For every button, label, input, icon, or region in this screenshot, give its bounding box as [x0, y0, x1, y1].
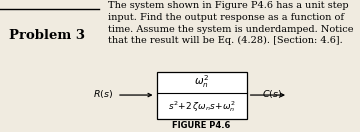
Text: $R(s)$: $R(s)$ — [93, 88, 113, 100]
Text: $s^2\!+\!2\,\zeta\omega_n s\!+\!\omega_n^2$: $s^2\!+\!2\,\zeta\omega_n s\!+\!\omega_n… — [168, 99, 235, 114]
Text: $C(s)$: $C(s)$ — [262, 88, 282, 100]
FancyBboxPatch shape — [157, 72, 247, 119]
Text: Problem 3: Problem 3 — [9, 29, 85, 42]
Text: $\omega_n^2$: $\omega_n^2$ — [194, 73, 209, 90]
Text: FIGURE P4.6: FIGURE P4.6 — [172, 121, 231, 130]
Text: The system shown in Figure P4.6 has a unit step
input. Find the output response : The system shown in Figure P4.6 has a un… — [108, 1, 354, 45]
